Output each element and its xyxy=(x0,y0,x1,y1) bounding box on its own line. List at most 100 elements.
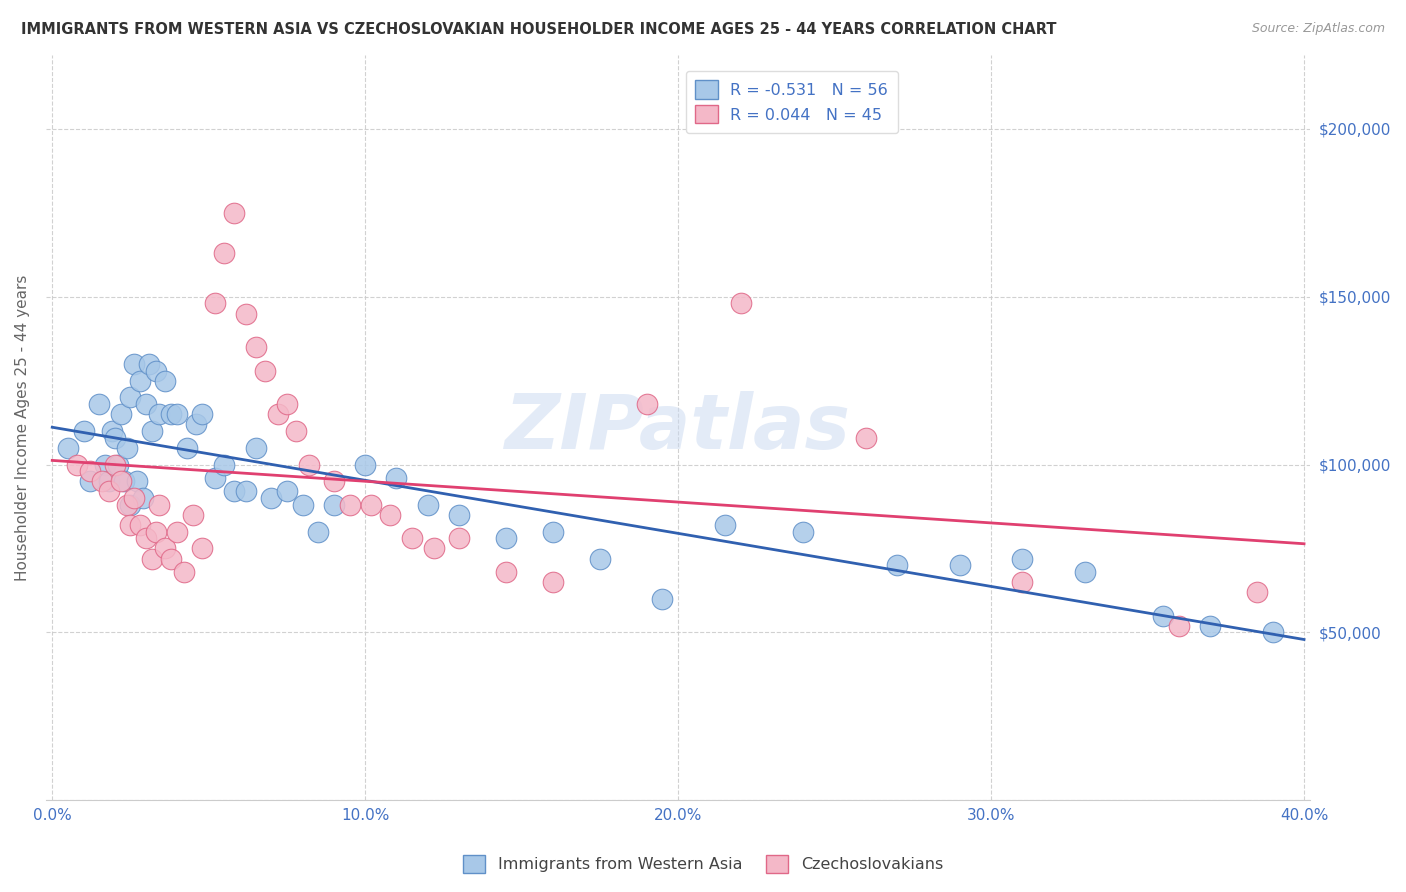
Point xyxy=(401,532,423,546)
Point xyxy=(148,407,170,421)
Point xyxy=(120,498,142,512)
Text: Source: ZipAtlas.com: Source: ZipAtlas.com xyxy=(1251,22,1385,36)
Point xyxy=(354,458,377,472)
Point xyxy=(104,458,127,472)
Point xyxy=(214,246,236,260)
Point xyxy=(589,551,612,566)
Point xyxy=(132,491,155,505)
Point xyxy=(135,397,157,411)
Point xyxy=(56,441,79,455)
Point xyxy=(360,498,382,512)
Point xyxy=(128,518,150,533)
Point xyxy=(1261,625,1284,640)
Point xyxy=(72,424,94,438)
Point xyxy=(423,541,446,556)
Point xyxy=(120,391,142,405)
Point xyxy=(176,441,198,455)
Point xyxy=(449,532,471,546)
Point xyxy=(79,464,101,478)
Point xyxy=(153,374,176,388)
Point xyxy=(235,307,257,321)
Point xyxy=(949,558,972,573)
Point xyxy=(541,524,564,539)
Point xyxy=(495,565,517,579)
Point xyxy=(186,417,208,432)
Point xyxy=(1011,574,1033,589)
Point xyxy=(276,397,298,411)
Point xyxy=(266,407,288,421)
Point xyxy=(148,498,170,512)
Point xyxy=(191,407,214,421)
Point xyxy=(1074,565,1097,579)
Point xyxy=(97,475,120,489)
Point xyxy=(128,374,150,388)
Point xyxy=(214,458,236,472)
Point xyxy=(138,357,160,371)
Point xyxy=(385,471,408,485)
Point xyxy=(1152,608,1174,623)
Point xyxy=(855,431,877,445)
Point xyxy=(89,397,111,411)
Point xyxy=(730,296,752,310)
Point xyxy=(66,458,89,472)
Point xyxy=(91,475,114,489)
Point xyxy=(141,551,163,566)
Point xyxy=(1011,551,1033,566)
Point xyxy=(100,424,122,438)
Point xyxy=(160,551,183,566)
Point xyxy=(141,424,163,438)
Point xyxy=(160,407,183,421)
Point xyxy=(380,508,402,522)
Point xyxy=(276,484,298,499)
Point xyxy=(110,407,132,421)
Point xyxy=(298,458,321,472)
Point xyxy=(145,524,167,539)
Point xyxy=(541,574,564,589)
Point xyxy=(107,458,129,472)
Point xyxy=(1167,618,1189,632)
Point xyxy=(449,508,471,522)
Point xyxy=(153,541,176,556)
Point xyxy=(166,407,188,421)
Point xyxy=(110,475,132,489)
Point xyxy=(120,518,142,533)
Point xyxy=(181,508,204,522)
Text: IMMIGRANTS FROM WESTERN ASIA VS CZECHOSLOVAKIAN HOUSEHOLDER INCOME AGES 25 - 44 : IMMIGRANTS FROM WESTERN ASIA VS CZECHOSL… xyxy=(21,22,1056,37)
Point xyxy=(204,471,226,485)
Point xyxy=(285,424,308,438)
Point xyxy=(495,532,517,546)
Point xyxy=(79,475,101,489)
Point xyxy=(117,441,139,455)
Point xyxy=(416,498,439,512)
Y-axis label: Householder Income Ages 25 - 44 years: Householder Income Ages 25 - 44 years xyxy=(15,275,30,581)
Point xyxy=(112,475,135,489)
Point xyxy=(173,565,195,579)
Point xyxy=(145,363,167,377)
Point xyxy=(122,357,145,371)
Point xyxy=(636,397,658,411)
Point xyxy=(94,458,117,472)
Point xyxy=(1199,618,1222,632)
Point xyxy=(651,591,673,606)
Point xyxy=(1246,585,1268,599)
Point xyxy=(322,475,344,489)
Point xyxy=(125,475,148,489)
Point xyxy=(117,498,139,512)
Point xyxy=(307,524,329,539)
Legend: R = -0.531   N = 56, R = 0.044   N = 45: R = -0.531 N = 56, R = 0.044 N = 45 xyxy=(686,70,897,133)
Point xyxy=(191,541,214,556)
Point xyxy=(322,498,344,512)
Point xyxy=(104,431,127,445)
Point xyxy=(222,484,245,499)
Point xyxy=(245,340,267,354)
Point xyxy=(886,558,908,573)
Point xyxy=(792,524,814,539)
Point xyxy=(235,484,257,499)
Point xyxy=(339,498,361,512)
Point xyxy=(122,491,145,505)
Point xyxy=(166,524,188,539)
Point xyxy=(291,498,314,512)
Point xyxy=(204,296,226,310)
Point xyxy=(260,491,283,505)
Legend: Immigrants from Western Asia, Czechoslovakians: Immigrants from Western Asia, Czechoslov… xyxy=(456,848,950,880)
